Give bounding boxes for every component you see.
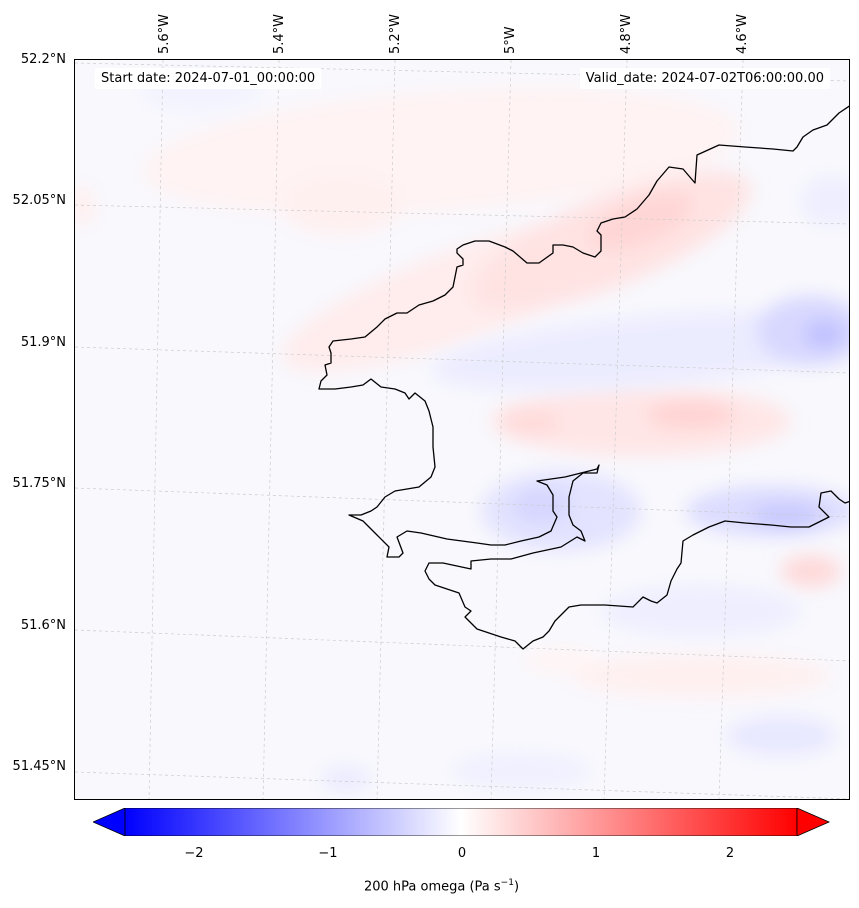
lon-tick-label: 4.6°W (735, 13, 750, 54)
colorbar-tick-label: 0 (457, 846, 467, 861)
lon-tick-label: 5.2°W (388, 13, 403, 54)
coastline (318, 105, 849, 650)
colorbar-max-extend (796, 808, 830, 836)
lat-tick-label: 52.2°N (20, 52, 66, 67)
colorbar-min-extend (93, 808, 126, 836)
lat-tick-label: 51.45°N (12, 759, 66, 774)
colorbar-tick-label: 1 (591, 846, 601, 861)
lat-tick-label: 51.6°N (20, 618, 66, 633)
valid-date-label: Valid_date: 2024-07-02T06:00:00.00 (579, 68, 830, 89)
lon-tick-label: 4.8°W (619, 13, 634, 54)
map-panel (74, 59, 850, 800)
colorbar-label-close: ) (513, 879, 520, 895)
lon-tick-label: 5°W (503, 26, 518, 54)
colorbar-tick-label: −1 (318, 846, 338, 861)
lat-tick-label: 51.75°N (12, 476, 66, 491)
colorbar (93, 808, 830, 836)
lat-tick-label: 52.05°N (12, 193, 66, 208)
positive-omega-shading (75, 87, 841, 698)
start-date-label: Start date: 2024-07-01_00:00:00 (95, 68, 322, 89)
lat-tick-label: 51.9°N (20, 335, 66, 350)
negative-omega-shading (141, 71, 849, 791)
colorbar-label-exponent: −1 (500, 878, 514, 888)
colorbar-label-text: 200 hPa omega (Pa s (363, 879, 501, 895)
colorbar-tick-label: 2 (725, 846, 735, 861)
colorbar-gradient (124, 808, 798, 836)
colorbar-label: 200 hPa omega (Pa s−1) (12, 878, 859, 894)
omega-field-map (75, 60, 849, 799)
colorbar-tick-label: −2 (184, 846, 204, 861)
lon-tick-label: 5.4°W (272, 13, 287, 54)
lon-tick-label: 5.6°W (157, 13, 172, 54)
